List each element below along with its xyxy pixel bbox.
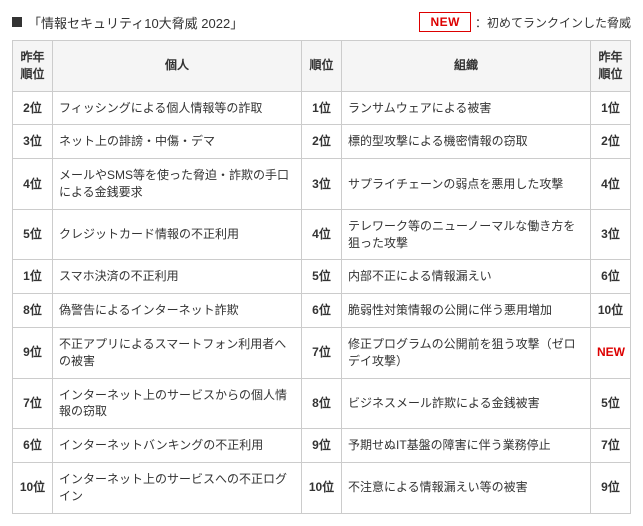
- th-prev-rank-org: 昨年 順位: [591, 41, 631, 92]
- cell-ind-prev-rank: 4位: [13, 159, 53, 210]
- cell-rank: 8位: [302, 378, 342, 429]
- title-bullet: [12, 17, 22, 27]
- cell-organization-threat: 脆弱性対策情報の公開に伴う悪用増加: [342, 294, 591, 328]
- cell-individual-threat: クレジットカード情報の不正利用: [53, 209, 302, 260]
- cell-org-prev-rank: 7位: [591, 429, 631, 463]
- table-row: 4位メールやSMS等を使った脅迫・詐欺の手口による金銭要求3位サプライチェーンの…: [13, 159, 631, 210]
- cell-individual-threat: ネット上の誹謗・中傷・デマ: [53, 125, 302, 159]
- cell-organization-threat: ビジネスメール詐欺による金銭被害: [342, 378, 591, 429]
- cell-rank: 9位: [302, 429, 342, 463]
- table-row: 1位スマホ決済の不正利用5位内部不正による情報漏えい6位: [13, 260, 631, 294]
- cell-org-prev-rank: 9位: [591, 462, 631, 513]
- table-header-row: 昨年 順位 個人 順位 組織 昨年 順位: [13, 41, 631, 92]
- cell-rank: 6位: [302, 294, 342, 328]
- cell-organization-threat: ランサムウェアによる被害: [342, 91, 591, 125]
- cell-ind-prev-rank: 7位: [13, 378, 53, 429]
- th-organization: 組織: [342, 41, 591, 92]
- cell-org-prev-rank: 2位: [591, 125, 631, 159]
- cell-org-prev-rank: 6位: [591, 260, 631, 294]
- th-individual: 個人: [53, 41, 302, 92]
- cell-organization-threat: テレワーク等のニューノーマルな働き方を狙った攻撃: [342, 209, 591, 260]
- cell-individual-threat: 不正アプリによるスマートフォン利用者への被害: [53, 327, 302, 378]
- cell-rank: 7位: [302, 327, 342, 378]
- cell-rank: 2位: [302, 125, 342, 159]
- cell-org-prev-rank: NEW: [591, 327, 631, 378]
- cell-ind-prev-rank: 8位: [13, 294, 53, 328]
- cell-organization-threat: サプライチェーンの弱点を悪用した攻撃: [342, 159, 591, 210]
- cell-individual-threat: インターネット上のサービスへの不正ログイン: [53, 462, 302, 513]
- table-row: 5位クレジットカード情報の不正利用4位テレワーク等のニューノーマルな働き方を狙っ…: [13, 209, 631, 260]
- cell-rank: 1位: [302, 91, 342, 125]
- cell-rank: 10位: [302, 462, 342, 513]
- cell-organization-threat: 予期せぬIT基盤の障害に伴う業務停止: [342, 429, 591, 463]
- cell-individual-threat: メールやSMS等を使った脅迫・詐欺の手口による金銭要求: [53, 159, 302, 210]
- cell-organization-threat: 修正プログラムの公開前を狙う攻撃（ゼロデイ攻撃）: [342, 327, 591, 378]
- cell-rank: 4位: [302, 209, 342, 260]
- cell-org-prev-rank: 1位: [591, 91, 631, 125]
- table-row: 9位不正アプリによるスマートフォン利用者への被害7位修正プログラムの公開前を狙う…: [13, 327, 631, 378]
- cell-individual-threat: インターネットバンキングの不正利用: [53, 429, 302, 463]
- cell-rank: 3位: [302, 159, 342, 210]
- legend-new-badge: NEW: [419, 12, 471, 32]
- table-row: 2位フィッシングによる個人情報等の詐取1位ランサムウェアによる被害1位: [13, 91, 631, 125]
- page-title: 「情報セキュリティ10大脅威 2022」: [28, 13, 243, 32]
- cell-ind-prev-rank: 5位: [13, 209, 53, 260]
- cell-organization-threat: 標的型攻撃による機密情報の窃取: [342, 125, 591, 159]
- header-row: 「情報セキュリティ10大脅威 2022」 NEW ：初めてランクインした脅威: [12, 12, 631, 32]
- cell-organization-threat: 不注意による情報漏えい等の被害: [342, 462, 591, 513]
- cell-individual-threat: インターネット上のサービスからの個人情報の窃取: [53, 378, 302, 429]
- cell-ind-prev-rank: 2位: [13, 91, 53, 125]
- cell-org-prev-rank: 3位: [591, 209, 631, 260]
- title-line: 「情報セキュリティ10大脅威 2022」: [12, 13, 243, 32]
- th-rank: 順位: [302, 41, 342, 92]
- legend: NEW ：初めてランクインした脅威: [419, 12, 631, 32]
- cell-ind-prev-rank: 9位: [13, 327, 53, 378]
- cell-org-prev-rank: 10位: [591, 294, 631, 328]
- cell-individual-threat: 偽警告によるインターネット詐欺: [53, 294, 302, 328]
- cell-individual-threat: フィッシングによる個人情報等の詐取: [53, 91, 302, 125]
- legend-text: ：初めてランクインした脅威: [475, 14, 631, 31]
- table-row: 7位インターネット上のサービスからの個人情報の窃取8位ビジネスメール詐欺による金…: [13, 378, 631, 429]
- cell-org-prev-rank: 4位: [591, 159, 631, 210]
- cell-ind-prev-rank: 1位: [13, 260, 53, 294]
- cell-org-prev-rank: 5位: [591, 378, 631, 429]
- table-row: 3位ネット上の誹謗・中傷・デマ2位標的型攻撃による機密情報の窃取2位: [13, 125, 631, 159]
- table-row: 8位偽警告によるインターネット詐欺6位脆弱性対策情報の公開に伴う悪用増加10位: [13, 294, 631, 328]
- cell-ind-prev-rank: 3位: [13, 125, 53, 159]
- table-row: 6位インターネットバンキングの不正利用9位予期せぬIT基盤の障害に伴う業務停止7…: [13, 429, 631, 463]
- cell-ind-prev-rank: 10位: [13, 462, 53, 513]
- table-row: 10位インターネット上のサービスへの不正ログイン10位不注意による情報漏えい等の…: [13, 462, 631, 513]
- cell-ind-prev-rank: 6位: [13, 429, 53, 463]
- cell-organization-threat: 内部不正による情報漏えい: [342, 260, 591, 294]
- threat-table: 昨年 順位 個人 順位 組織 昨年 順位 2位フィッシングによる個人情報等の詐取…: [12, 40, 631, 514]
- cell-individual-threat: スマホ決済の不正利用: [53, 260, 302, 294]
- cell-rank: 5位: [302, 260, 342, 294]
- th-prev-rank-ind: 昨年 順位: [13, 41, 53, 92]
